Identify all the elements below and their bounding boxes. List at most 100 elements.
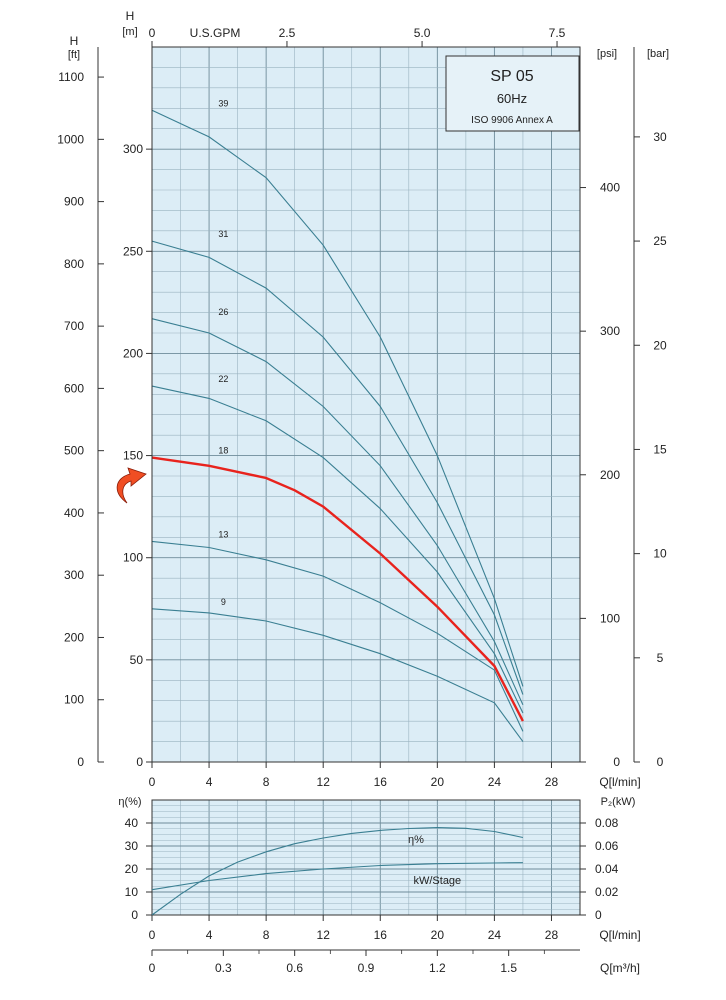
gpm-axis-tick-label: 7.5 [549, 26, 566, 40]
axis-layer: 050100150200250300H[m]010020030040050060… [57, 9, 669, 975]
power-axis-tick-label: 0.08 [595, 816, 619, 830]
m3h-axis-tick-label: 1.5 [500, 961, 517, 975]
m3h-axis-tick-label: 1.2 [429, 961, 446, 975]
head-curve-13 [151, 540, 524, 732]
m3h-axis-tick-label: 0.9 [358, 961, 375, 975]
gpm-axis-title: U.S.GPM [190, 26, 241, 40]
ft-axis-tick-label: 900 [64, 195, 84, 209]
ft-axis-tick-label: 1100 [58, 70, 84, 84]
bar-axis-tick-label: 10 [653, 547, 667, 561]
ft-axis-unit: [ft] [68, 49, 80, 61]
psi-axis-tick-label: 0 [613, 755, 620, 769]
lower-plot-frame [151, 799, 581, 916]
efficiency-curve-label: η% [408, 834, 424, 846]
m3h-axis-title: Q[m³/h] [600, 961, 640, 975]
m-axis-unit: [m] [122, 26, 137, 38]
m-axis-tick-label: 100 [123, 551, 143, 565]
gpm-axis-tick-label: 2.5 [279, 26, 296, 40]
head-curve-9 [151, 608, 524, 742]
head-curve-31 [151, 240, 524, 695]
efficiency-curve [151, 827, 524, 916]
eta-axis-tick-label: 40 [125, 816, 139, 830]
curve-label-13: 13 [218, 529, 228, 539]
curve-label-22: 22 [218, 374, 228, 384]
title-box: SP 05 60Hz ISO 9906 Annex A [445, 55, 580, 132]
power-axis-tick-label: 0.06 [595, 839, 619, 853]
lower-q-axis-tick-label: 8 [263, 928, 270, 942]
q-axis-tick-label: 4 [206, 775, 213, 789]
gpm-axis-tick-label: 5.0 [414, 26, 431, 40]
curve-label-31: 31 [218, 229, 228, 239]
bar-axis-tick-label: 15 [653, 442, 667, 456]
power-curve-label: kW/Stage [413, 875, 461, 887]
chart-standard: ISO 9906 Annex A [471, 115, 553, 126]
ft-axis-tick-label: 400 [64, 506, 84, 520]
bar-axis-title: [bar] [647, 48, 669, 60]
q-axis-tick-label: 20 [431, 775, 445, 789]
ft-axis-tick-label: 100 [64, 693, 84, 707]
background-layer [152, 47, 580, 915]
head-curve-22 [151, 385, 524, 714]
m-axis-tick-label: 300 [123, 142, 143, 156]
chart-subtitle: 60Hz [497, 91, 527, 106]
eta-axis-tick-label: 10 [125, 885, 139, 899]
power-axis-tick-label: 0.02 [595, 885, 619, 899]
bar-axis-tick-label: 25 [653, 234, 667, 248]
bar-axis-tick-label: 5 [657, 651, 664, 665]
m-axis-tick-label: 150 [123, 449, 143, 463]
m3h-axis-tick-label: 0 [149, 961, 156, 975]
bar-axis-tick-label: 30 [653, 130, 667, 144]
eta-axis-tick-label: 30 [125, 839, 139, 853]
ft-axis-tick-label: 700 [64, 319, 84, 333]
power-axis-title: P₂(kW) [601, 796, 636, 808]
m3h-axis-tick-label: 0.6 [286, 961, 303, 975]
ft-axis-tick-label: 500 [64, 444, 84, 458]
m-axis-tick-label: 200 [123, 346, 143, 360]
bar-axis-tick-label: 0 [657, 755, 664, 769]
psi-axis-title: [psi] [597, 48, 617, 60]
q-axis-tick-label: 16 [374, 775, 388, 789]
gpm-axis-tick-label: 0 [149, 26, 156, 40]
power-axis-tick-label: 0 [595, 908, 602, 922]
m-axis-tick-label: 0 [136, 755, 143, 769]
head-curve-26 [151, 318, 524, 706]
psi-axis-tick-label: 200 [600, 468, 620, 482]
lower-q-axis-tick-label: 12 [317, 928, 331, 942]
ft-axis-tick-label: 1000 [57, 132, 84, 146]
curve-label-18: 18 [218, 446, 228, 456]
q-axis-title: Q[l/min] [599, 775, 640, 789]
main-plot-area [152, 47, 580, 762]
psi-axis-tick-label: 400 [600, 181, 620, 195]
eta-axis-title: η(%) [118, 796, 141, 808]
q-axis-tick-label: 0 [149, 775, 156, 789]
m-axis-title: H [126, 9, 135, 23]
curve-label-39: 39 [218, 98, 228, 108]
eta-axis-tick-label: 0 [131, 908, 138, 922]
lower-q-axis-tick-label: 0 [149, 928, 156, 942]
ft-axis-tick-label: 300 [64, 568, 84, 582]
q-axis-tick-label: 24 [488, 775, 502, 789]
curve-layer: 39 31 26 22 18 13 9 η% kW/Stage [151, 98, 524, 916]
lower-q-axis-tick-label: 4 [206, 928, 213, 942]
m3h-axis-tick-label: 0.3 [215, 961, 232, 975]
curved-arrow-icon [116, 467, 147, 504]
psi-axis-tick-label: 100 [600, 611, 620, 625]
q-axis-tick-label: 28 [545, 775, 559, 789]
q-axis-tick-label: 8 [263, 775, 270, 789]
power-axis-tick-label: 0.04 [595, 862, 619, 876]
head-curve-39 [151, 109, 524, 687]
lower-q-axis-tick-label: 16 [374, 928, 388, 942]
q-axis-tick-label: 12 [317, 775, 331, 789]
ft-axis-tick-label: 0 [77, 755, 84, 769]
curve-label-26: 26 [218, 307, 228, 317]
head-curve-18 [151, 456, 524, 722]
ft-axis-tick-label: 200 [64, 630, 84, 644]
lower-q-axis-title: Q[l/min] [599, 928, 640, 942]
power-curve [151, 862, 523, 891]
lower-q-axis-tick-label: 28 [545, 928, 559, 942]
ft-axis-tick-label: 800 [64, 257, 84, 271]
curve-label-9: 9 [221, 597, 226, 607]
psi-axis-tick-label: 300 [600, 324, 620, 338]
bar-axis-tick-label: 20 [653, 338, 667, 352]
